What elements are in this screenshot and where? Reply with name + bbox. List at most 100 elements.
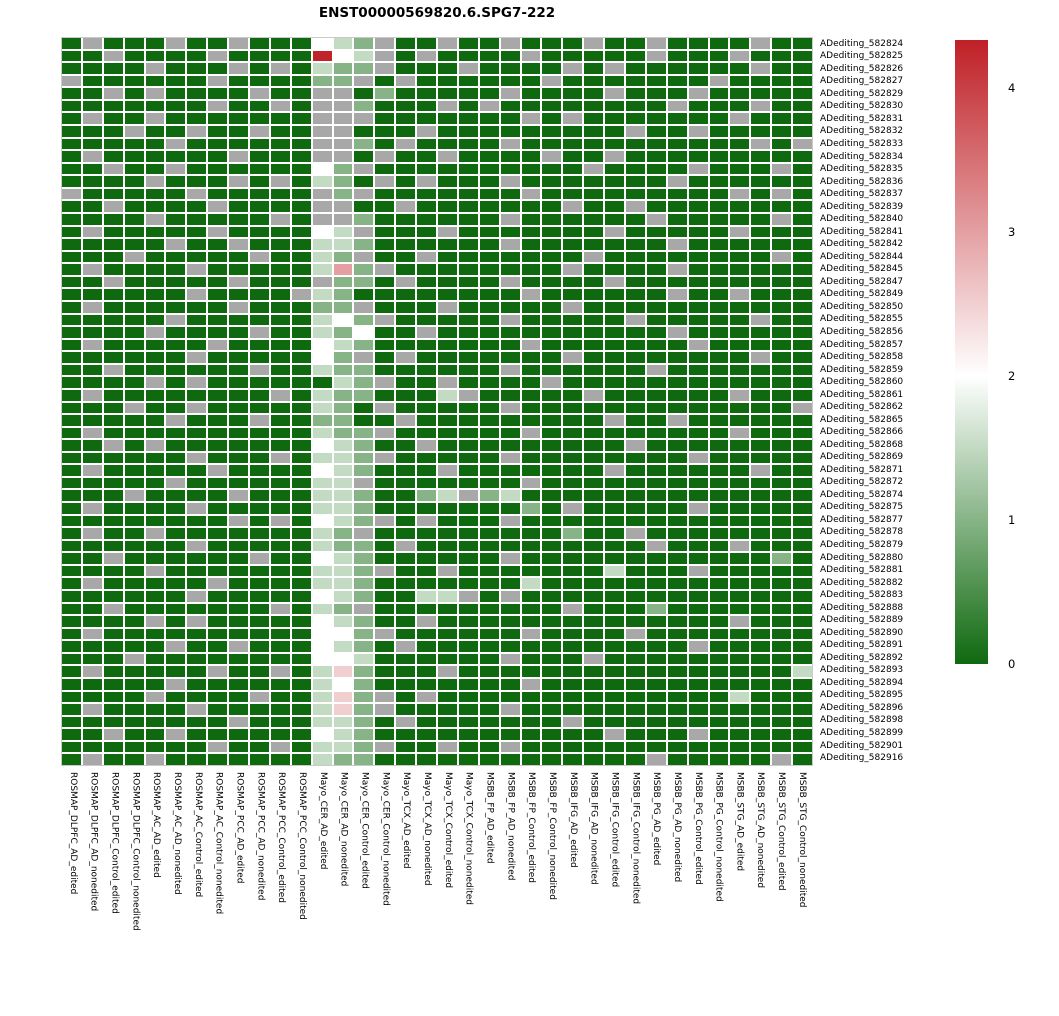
heatmap-cell <box>250 352 269 363</box>
heatmap-cell <box>62 63 81 74</box>
heatmap-cell <box>479 427 499 439</box>
heatmap-cell <box>166 389 186 401</box>
heatmap-cell <box>772 38 792 49</box>
row-label: ADediting_582844 <box>820 251 904 262</box>
heatmap-cell <box>291 352 311 363</box>
heatmap-cell <box>646 653 666 665</box>
heatmap-cell <box>438 603 457 615</box>
heatmap-cell <box>751 691 771 703</box>
heatmap-cell <box>333 151 353 162</box>
heatmap-cell <box>417 616 436 627</box>
heatmap-cell <box>751 553 771 564</box>
heatmap-cell <box>82 239 102 250</box>
heatmap-cell <box>542 264 562 275</box>
heatmap-cell <box>375 50 395 62</box>
heatmap-cell <box>584 50 604 62</box>
heatmap-cell <box>667 528 687 539</box>
row-label: ADediting_582894 <box>820 677 904 688</box>
heatmap-cell <box>458 440 478 451</box>
heatmap-cell <box>291 151 311 162</box>
heatmap-cell <box>229 691 248 703</box>
row-label: ADediting_582831 <box>820 113 904 124</box>
heatmap-cell <box>312 176 332 187</box>
heatmap-cell <box>688 729 708 740</box>
heatmap-cell <box>82 301 102 313</box>
heatmap-cell <box>270 440 290 451</box>
heatmap-cell <box>166 176 186 187</box>
heatmap-cell <box>229 465 248 476</box>
heatmap-cell <box>751 163 771 175</box>
heatmap-cell <box>291 176 311 187</box>
heatmap-cell <box>500 603 520 615</box>
heatmap-cell <box>270 389 290 401</box>
heatmap-cell <box>646 100 666 112</box>
heatmap-cell <box>208 578 228 590</box>
heatmap-cell <box>375 201 395 212</box>
heatmap-cell <box>250 377 269 388</box>
heatmap-cell <box>563 213 583 225</box>
heatmap-cell <box>667 276 687 288</box>
heatmap-cell <box>187 528 207 539</box>
heatmap-cell <box>438 289 457 300</box>
heatmap-cell <box>250 754 269 765</box>
heatmap-cell <box>751 151 771 162</box>
heatmap-cell <box>751 754 771 765</box>
heatmap-cell <box>458 151 478 162</box>
heatmap-cell <box>605 440 624 451</box>
heatmap-cell <box>187 339 207 351</box>
heatmap-cell <box>772 452 792 464</box>
heatmap-cell <box>291 553 311 564</box>
heatmap-cell <box>521 754 541 765</box>
heatmap-cell <box>605 125 624 137</box>
heatmap-cell <box>166 352 186 363</box>
heatmap-cell <box>103 716 123 728</box>
heatmap-cell <box>500 264 520 275</box>
heatmap-cell <box>312 138 332 150</box>
heatmap-cell <box>417 389 436 401</box>
heatmap-cell <box>521 213 541 225</box>
heatmap-cell <box>333 213 353 225</box>
heatmap-cell <box>208 754 228 765</box>
heatmap-cell <box>187 389 207 401</box>
heatmap-cell <box>709 754 729 765</box>
heatmap-cell <box>187 704 207 715</box>
heatmap-cell <box>229 289 248 300</box>
heatmap-cell <box>312 213 332 225</box>
heatmap-cell <box>396 578 416 590</box>
heatmap-cell <box>145 188 165 200</box>
heatmap-cell <box>333 125 353 137</box>
legend-gradient-bar <box>955 40 988 664</box>
heatmap-cell <box>312 578 332 590</box>
heatmap-cell <box>626 276 645 288</box>
heatmap-cell <box>751 138 771 150</box>
row-label: ADediting_582849 <box>820 289 904 300</box>
heatmap-cell <box>312 201 332 212</box>
heatmap-cell <box>605 75 624 87</box>
heatmap-cell <box>166 716 186 728</box>
heatmap-cell <box>542 704 562 715</box>
heatmap-cell <box>667 289 687 300</box>
heatmap-cell <box>563 477 583 489</box>
heatmap-cell <box>103 440 123 451</box>
heatmap-cell <box>730 239 750 250</box>
heatmap-cell <box>312 50 332 62</box>
heatmap-cell <box>542 465 562 476</box>
heatmap-cell <box>688 213 708 225</box>
heatmap-cell <box>229 490 248 502</box>
heatmap-cell <box>270 603 290 615</box>
heatmap-cell <box>458 741 478 753</box>
heatmap-cell <box>103 276 123 288</box>
heatmap-cell <box>124 653 144 665</box>
heatmap-cell <box>521 503 541 514</box>
heatmap-cell <box>396 364 416 376</box>
heatmap-cell <box>312 415 332 426</box>
heatmap-cell <box>563 389 583 401</box>
heatmap-cell <box>270 377 290 388</box>
row-label: ADediting_582895 <box>820 690 904 701</box>
heatmap-cell <box>166 653 186 665</box>
heatmap-cell <box>208 113 228 124</box>
row-label: ADediting_582878 <box>820 527 904 538</box>
heatmap-cell <box>479 264 499 275</box>
heatmap-cell <box>605 188 624 200</box>
heatmap-cell <box>605 490 624 502</box>
